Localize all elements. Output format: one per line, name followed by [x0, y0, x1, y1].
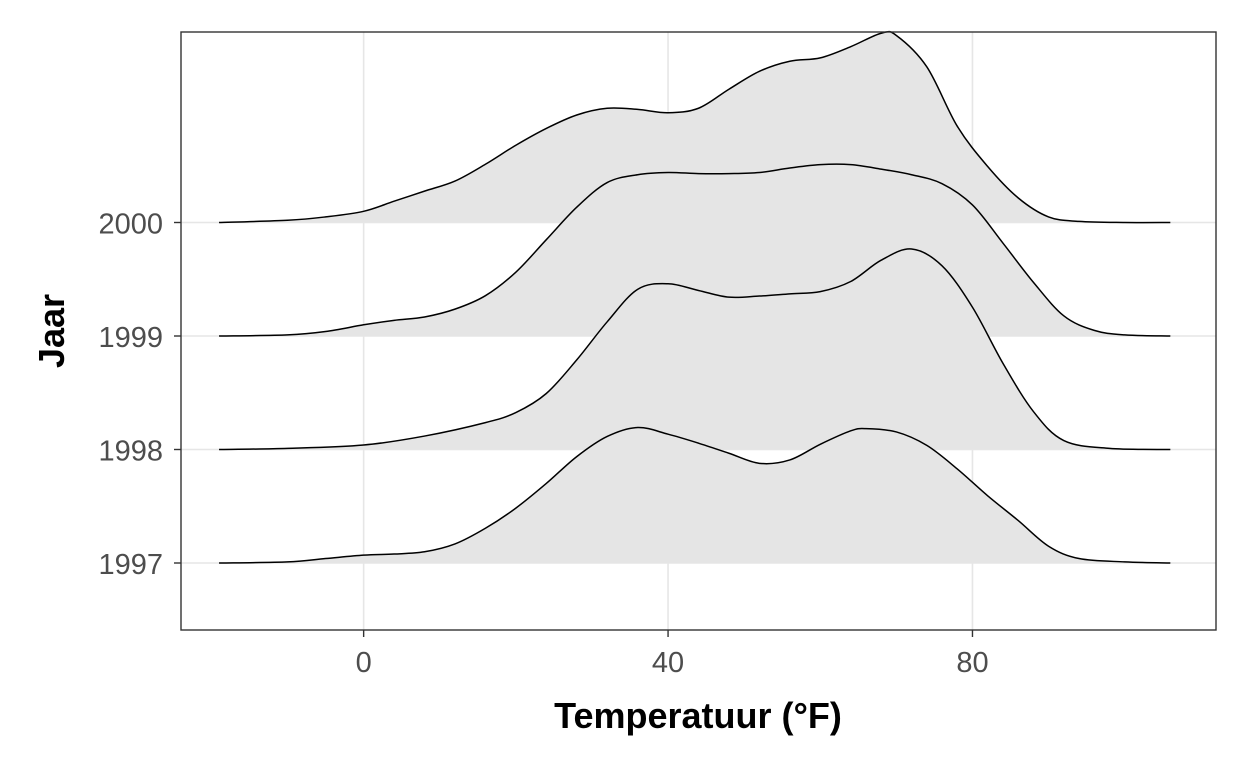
y-tick-label-1999: 1999 — [98, 322, 163, 354]
y-tick-label-1998: 1998 — [98, 436, 163, 468]
ridge-line-1997 — [219, 426, 1171, 564]
ridge-fill-2000 — [219, 31, 1171, 223]
ridge-line-1999 — [219, 163, 1171, 337]
ridge-2000 — [219, 30, 1171, 224]
y-tick-label-2000: 2000 — [98, 209, 163, 241]
ridge-1997 — [219, 426, 1171, 564]
y-axis-title: Jaar — [31, 294, 72, 368]
axes: 0 40 80 1997 1998 1999 2000 — [98, 209, 988, 680]
y-tick-label-1997: 1997 — [98, 549, 163, 581]
ridge-line-2000 — [219, 30, 1171, 224]
x-tick-label-0: 0 — [356, 647, 372, 679]
ridge-fill-1997 — [219, 427, 1171, 563]
x-tick-label-80: 80 — [956, 647, 988, 679]
ridge-line-1998 — [219, 248, 1171, 451]
ridges — [219, 30, 1171, 564]
ridge-fill-1998 — [219, 248, 1171, 450]
x-tick-label-40: 40 — [652, 647, 684, 679]
x-axis-title: Temperatuur (°F) — [554, 695, 842, 736]
ridge-1998 — [219, 248, 1171, 451]
plot-border — [180, 31, 1217, 631]
